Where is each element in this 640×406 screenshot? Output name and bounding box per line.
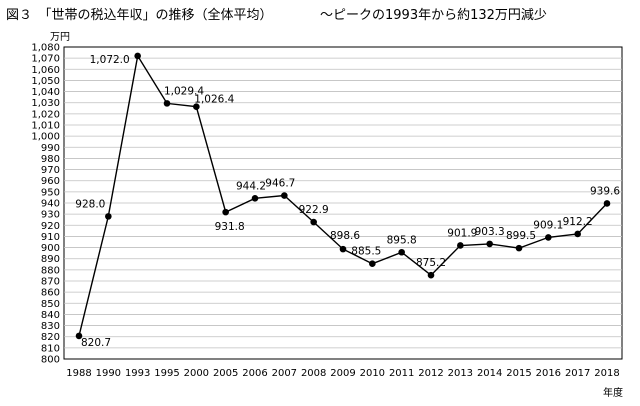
data-point <box>427 271 435 279</box>
data-label: 912.2 <box>563 216 593 228</box>
data-label: 885.5 <box>351 246 381 258</box>
x-axis-unit: 年度 <box>603 386 623 399</box>
y-axis-ticks: 8008108208308408508608708808909009109209… <box>31 43 60 366</box>
y-tick-label: 970 <box>41 165 60 176</box>
y-tick-label: 810 <box>41 343 60 354</box>
data-label: 909.1 <box>533 219 563 231</box>
data-label: 946.7 <box>265 178 295 190</box>
y-tick-label: 960 <box>41 176 60 187</box>
y-tick-label: 940 <box>41 199 60 210</box>
y-tick-label: 1,050 <box>31 76 60 87</box>
y-tick-label: 1,030 <box>31 98 60 109</box>
gridlines <box>64 57 622 349</box>
y-tick-label: 820 <box>41 332 60 343</box>
y-tick-label: 850 <box>41 299 60 310</box>
y-tick-label: 860 <box>41 288 60 299</box>
x-tick-label: 2014 <box>477 368 502 379</box>
x-tick-label: 1990 <box>96 368 121 379</box>
data-label: 898.6 <box>330 230 360 242</box>
y-tick-label: 1,060 <box>31 65 60 76</box>
data-label: 1,026.4 <box>194 94 234 106</box>
chart-subtitle: ～ピークの1993年から約132万円減少 <box>320 8 547 23</box>
data-label: 895.8 <box>387 234 417 246</box>
y-tick-label: 1,020 <box>31 109 60 120</box>
x-tick-label: 2005 <box>213 368 238 379</box>
y-tick-label: 1,070 <box>31 54 60 65</box>
data-point <box>163 100 171 107</box>
data-point <box>486 240 493 248</box>
x-tick-label: 2018 <box>594 368 619 379</box>
data-point <box>369 260 376 268</box>
data-point <box>545 234 552 241</box>
data-label: 1,029.4 <box>164 85 204 97</box>
data-point <box>222 208 229 216</box>
x-tick-label: 2007 <box>272 368 297 379</box>
y-tick-label: 900 <box>41 243 60 254</box>
data-label: 939.6 <box>590 185 620 197</box>
data-point <box>339 245 347 253</box>
x-tick-label: 1993 <box>125 368 150 379</box>
data-point <box>75 332 83 340</box>
y-tick-label: 800 <box>41 355 60 366</box>
x-tick-label: 2000 <box>184 368 209 379</box>
y-tick-label: 950 <box>41 187 60 198</box>
data-point <box>310 218 317 226</box>
data-point <box>398 248 405 256</box>
data-label: 820.7 <box>81 337 111 349</box>
y-tick-label: 840 <box>41 310 60 321</box>
data-points <box>75 52 611 340</box>
x-tick-label: 2006 <box>242 368 267 379</box>
y-tick-label: 870 <box>41 277 60 288</box>
x-tick-label: 2016 <box>536 368 561 379</box>
data-labels: 820.7 928.0 1,072.0 1,029.41,026.4 931.8 944.… <box>75 54 620 349</box>
chart-title: 図３ 「世帯の税込年収」の推移（全体平均） <box>6 8 273 23</box>
x-tick-label: 2017 <box>565 368 590 379</box>
y-tick-label: 830 <box>41 321 60 332</box>
data-label: 922.9 <box>299 204 329 216</box>
data-label: 899.5 <box>506 230 536 242</box>
data-point <box>603 200 611 207</box>
x-tick-label: 2009 <box>330 368 355 379</box>
y-tick-label: 1,010 <box>31 121 60 132</box>
y-tick-label: 1,040 <box>31 87 60 98</box>
data-point <box>574 230 581 238</box>
y-axis-unit: 万円 <box>50 32 70 43</box>
x-tick-label: 2012 <box>418 368 443 379</box>
x-tick-label: 2015 <box>506 368 531 379</box>
x-tick-label: 2010 <box>360 368 385 379</box>
data-label: 903.3 <box>475 226 505 238</box>
y-tick-label: 880 <box>41 265 60 276</box>
y-tick-label: 920 <box>41 221 60 232</box>
data-label: 1,072.0 <box>90 54 130 66</box>
data-label: 901.9 <box>447 227 477 239</box>
y-tick-label: 1,080 <box>31 43 60 54</box>
y-tick-label: 890 <box>41 254 60 265</box>
y-tick-label: 980 <box>41 154 60 165</box>
data-point <box>251 195 259 202</box>
x-tick-label: 2008 <box>301 368 326 379</box>
series-line <box>78 53 608 337</box>
data-label: 875.2 <box>416 257 446 269</box>
data-label: 931.8 <box>215 221 245 233</box>
x-tick-label: 2013 <box>448 368 473 379</box>
data-point <box>134 52 141 60</box>
data-point <box>457 242 464 249</box>
data-point <box>105 213 112 220</box>
x-axis-ticks: 1988 1990 1993 1995 2000 2005 2006 2007 2008 2009… <box>66 368 619 379</box>
x-tick-label: 1988 <box>66 368 91 379</box>
data-point <box>515 244 523 252</box>
y-tick-label: 990 <box>41 143 60 154</box>
x-tick-label: 1995 <box>154 368 179 379</box>
data-label: 928.0 <box>75 198 105 210</box>
data-point <box>193 103 200 111</box>
y-tick-label: 910 <box>41 232 60 243</box>
x-tick-label: 2011 <box>389 368 414 379</box>
y-tick-label: 930 <box>41 210 60 221</box>
y-tick-label: 1,000 <box>31 132 60 143</box>
data-label: 944.2 <box>236 180 266 192</box>
data-point <box>281 192 288 199</box>
